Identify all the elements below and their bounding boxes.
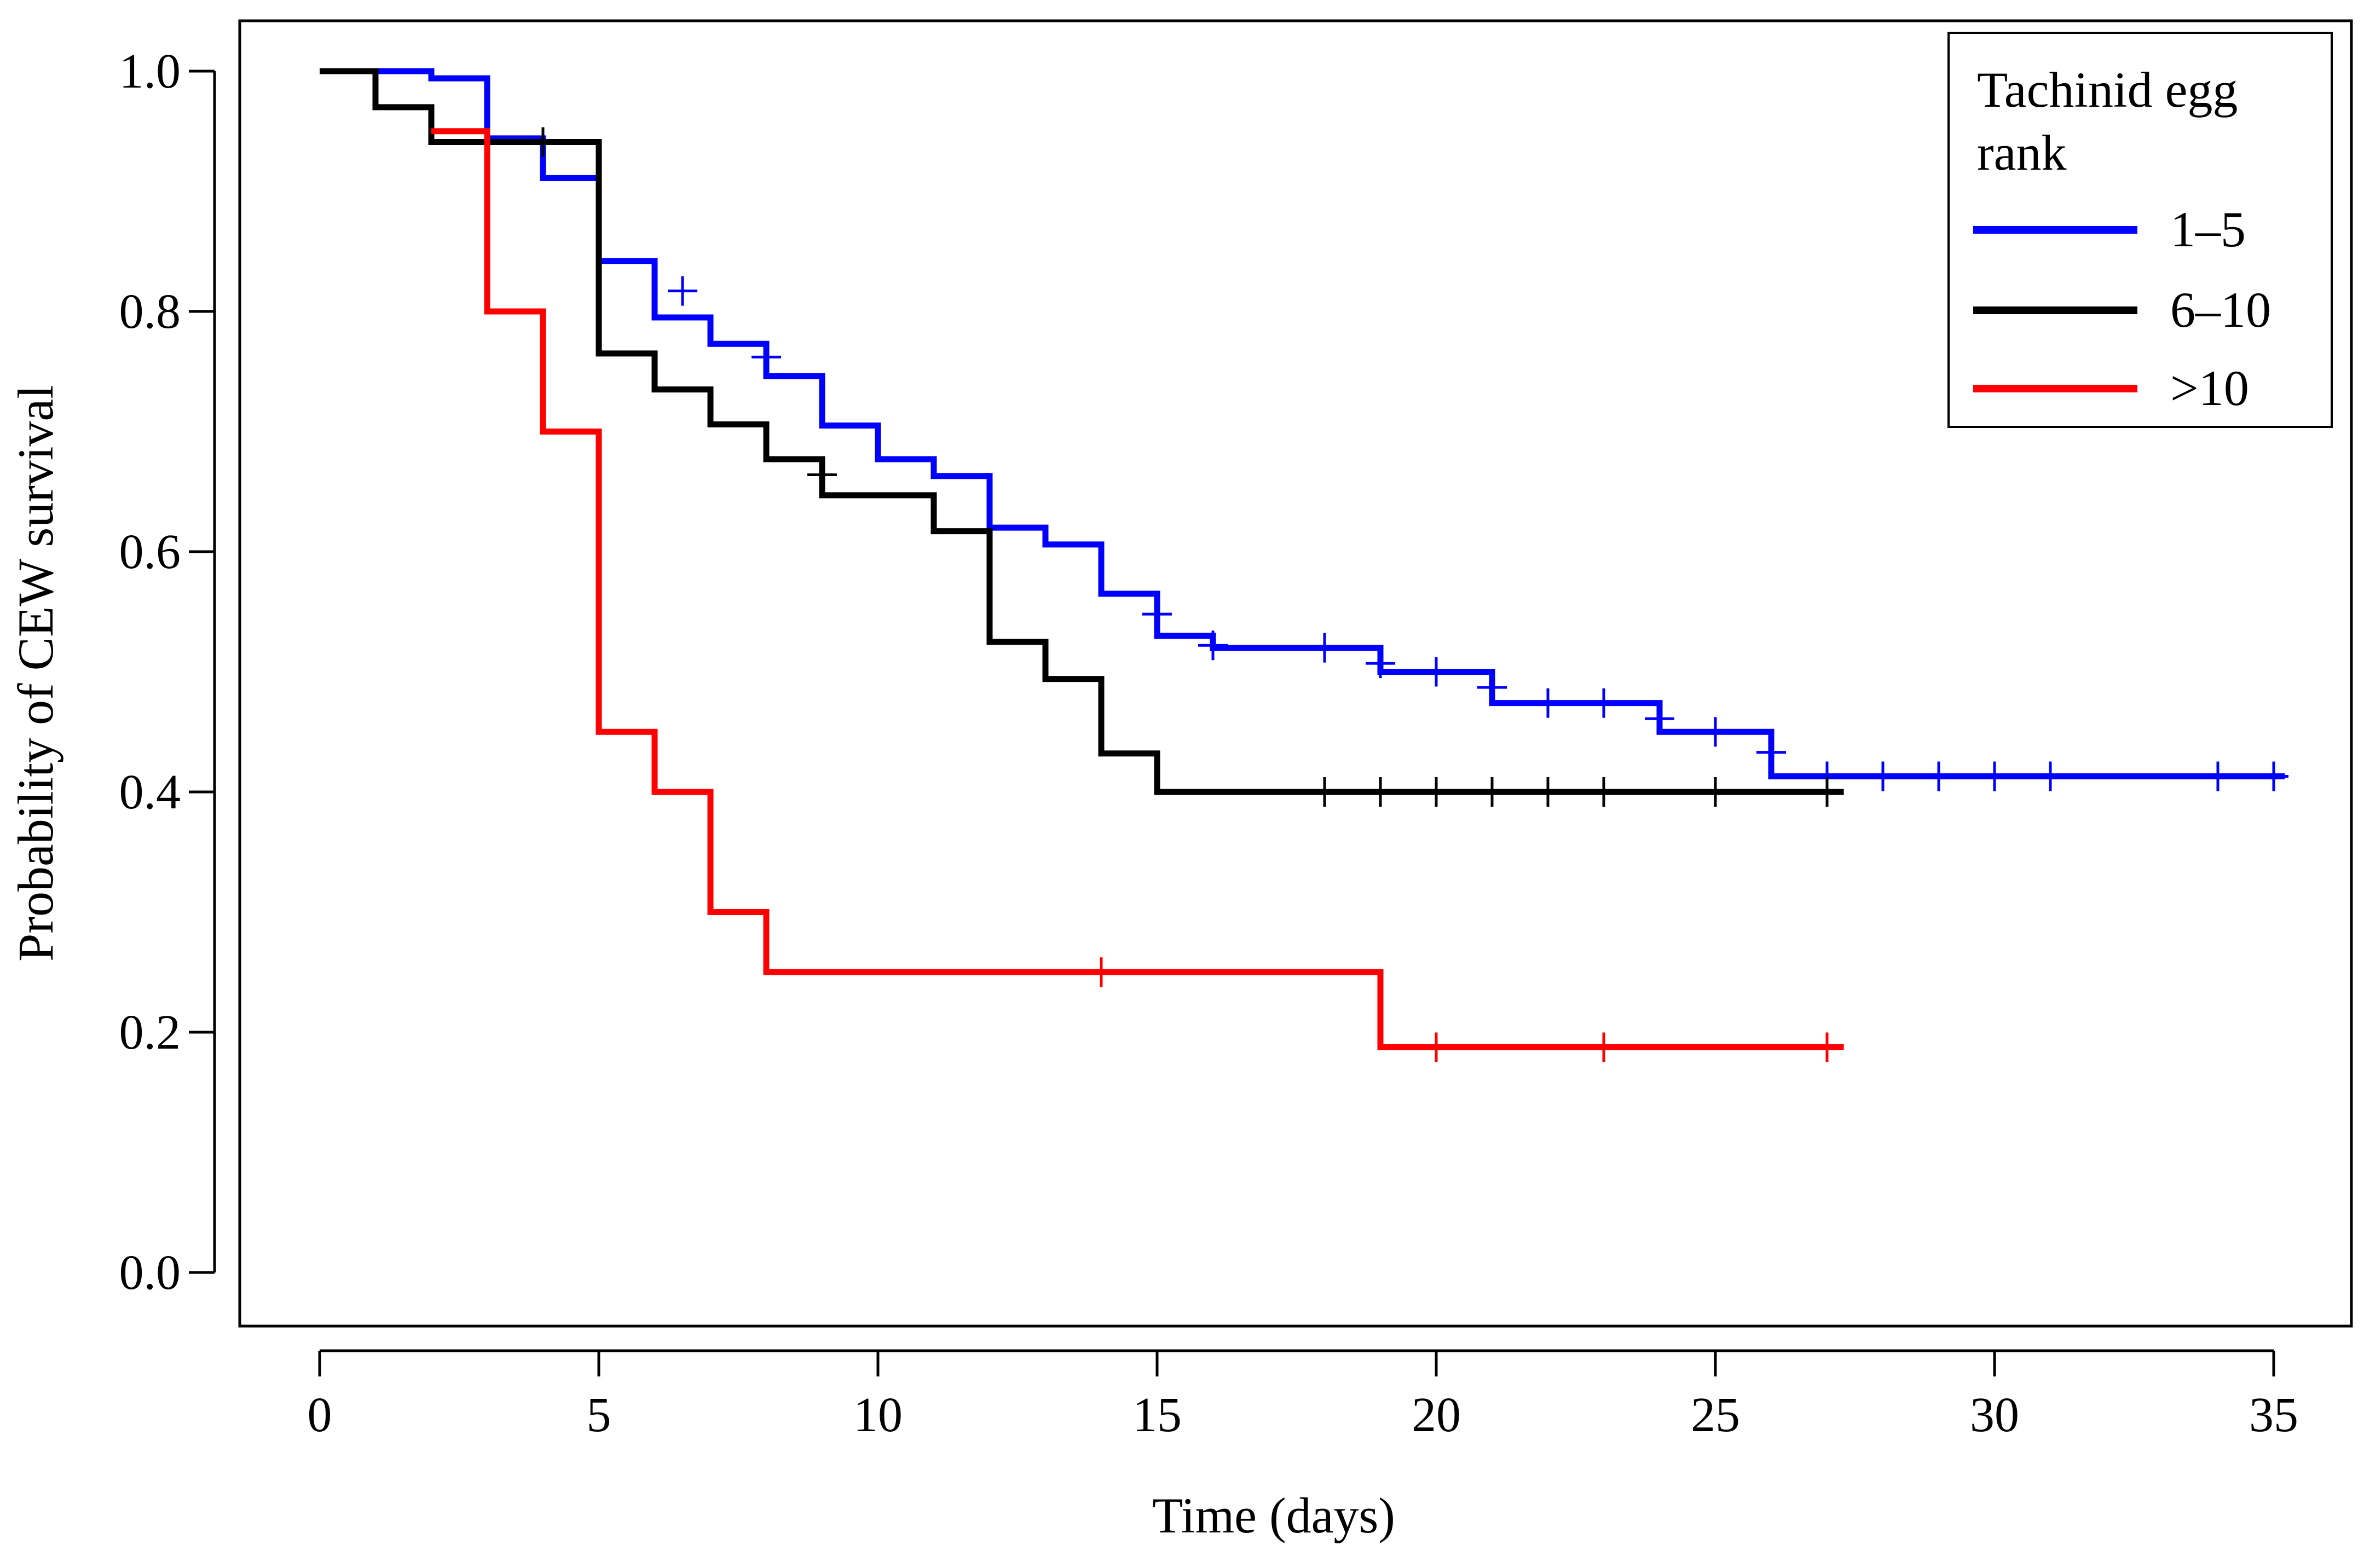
x-axis-title: Time (days): [1152, 1488, 1395, 1543]
legend-label-1-5: 1–5: [2170, 201, 2246, 257]
y-tick-label: 1.0: [119, 44, 181, 99]
x-axis: 0 5 10 15 20 25 30 35: [308, 1349, 2298, 1442]
y-tick-label: 0.2: [119, 1005, 181, 1060]
x-tick-label: 10: [853, 1388, 903, 1442]
y-tick-label: 0.6: [119, 525, 181, 579]
series-over-10: [431, 128, 1844, 1062]
legend-title-line-1: Tachinid egg: [1977, 62, 2238, 118]
series-layer: [320, 68, 2288, 1062]
x-tick-label: 0: [308, 1388, 332, 1442]
legend-label-6-10: 6–10: [2170, 282, 2271, 338]
y-axis: 0.0 0.2 0.4 0.6 0.8 1.0: [119, 44, 216, 1300]
x-tick-label: 25: [1691, 1388, 1740, 1442]
x-tick-label: 5: [587, 1388, 611, 1442]
y-tick-label: 0.0: [119, 1246, 181, 1300]
legend: Tachinid egg rank 1–5 6–10 >10: [1947, 32, 2333, 428]
series-1-5: [320, 68, 2288, 791]
legend-label-over-10: >10: [2170, 360, 2249, 416]
x-tick-label: 20: [1412, 1388, 1461, 1442]
plot-frame: [238, 19, 2353, 1328]
survival-curve: [320, 68, 1844, 795]
x-tick-label: 30: [1970, 1388, 2019, 1442]
y-tick-label: 0.4: [119, 765, 181, 819]
y-axis-title: Probability of CEW survival: [8, 385, 63, 962]
x-tick-label: 15: [1132, 1388, 1182, 1442]
legend-title-line-2: rank: [1977, 125, 2066, 181]
series-6-10: [320, 68, 1844, 807]
survival-curve: [431, 128, 1844, 1050]
y-tick-label: 0.8: [119, 285, 181, 339]
x-tick-label: 35: [2249, 1388, 2298, 1442]
